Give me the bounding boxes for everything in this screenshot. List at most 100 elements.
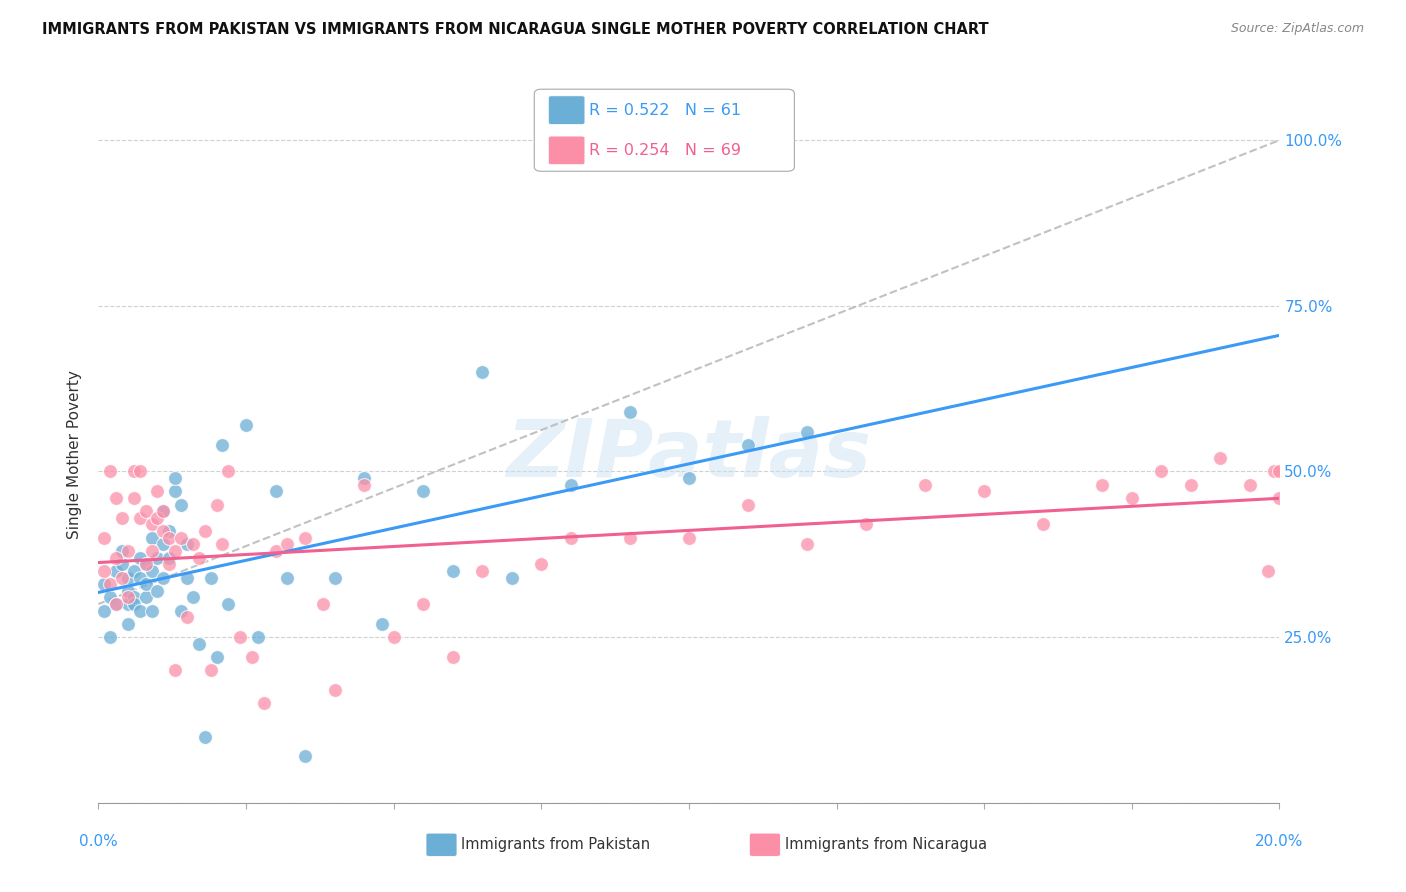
Point — [264, 484, 287, 499]
Point — [122, 591, 145, 605]
Point — [141, 517, 163, 532]
Point — [165, 484, 187, 499]
Point — [135, 577, 157, 591]
Point — [128, 511, 150, 525]
Point — [441, 564, 464, 578]
Point — [117, 597, 139, 611]
Point — [1209, 451, 1232, 466]
Point — [157, 524, 180, 538]
Point — [205, 650, 228, 665]
Point — [105, 491, 128, 505]
Point — [737, 438, 759, 452]
Point — [181, 591, 204, 605]
Point — [157, 531, 180, 545]
Point — [229, 630, 252, 644]
Point — [678, 531, 700, 545]
Point — [1180, 477, 1202, 491]
Point — [1263, 465, 1285, 479]
Point — [152, 504, 174, 518]
Point — [93, 531, 115, 545]
Point — [135, 558, 157, 572]
Point — [1268, 491, 1291, 505]
Point — [122, 491, 145, 505]
Point — [176, 537, 198, 551]
Point — [312, 597, 335, 611]
Point — [93, 604, 115, 618]
Point — [135, 504, 157, 518]
Text: Immigrants from Nicaragua: Immigrants from Nicaragua — [785, 838, 987, 852]
Point — [117, 616, 139, 631]
Text: ZIPatlas: ZIPatlas — [506, 416, 872, 494]
Point — [1239, 477, 1261, 491]
Point — [205, 498, 228, 512]
Point — [141, 544, 163, 558]
Point — [194, 730, 217, 744]
Point — [294, 749, 316, 764]
Point — [619, 531, 641, 545]
Point — [187, 637, 209, 651]
Point — [412, 484, 434, 499]
Point — [157, 550, 180, 565]
Point — [141, 531, 163, 545]
Point — [122, 597, 145, 611]
Point — [353, 477, 375, 491]
Point — [98, 577, 121, 591]
Point — [105, 550, 128, 565]
Point — [146, 511, 169, 525]
Point — [973, 484, 995, 499]
Point — [187, 550, 209, 565]
Point — [111, 511, 134, 525]
Point — [194, 524, 217, 538]
Point — [619, 405, 641, 419]
Point — [157, 558, 180, 572]
Point — [141, 564, 163, 578]
Point — [530, 558, 553, 572]
Point — [441, 650, 464, 665]
Point — [560, 531, 582, 545]
Point — [165, 663, 187, 677]
Point — [152, 504, 174, 518]
Point — [200, 663, 222, 677]
Point — [1121, 491, 1143, 505]
Point — [276, 537, 298, 551]
Point — [855, 517, 877, 532]
Point — [98, 630, 121, 644]
Point — [111, 558, 134, 572]
Point — [1150, 465, 1173, 479]
Point — [560, 477, 582, 491]
Text: 20.0%: 20.0% — [1256, 834, 1303, 849]
Point — [1268, 465, 1291, 479]
Point — [152, 524, 174, 538]
Point — [294, 531, 316, 545]
Point — [128, 570, 150, 584]
Point — [117, 583, 139, 598]
Point — [105, 597, 128, 611]
Point — [211, 438, 233, 452]
Point — [240, 650, 263, 665]
Point — [128, 465, 150, 479]
Point — [135, 591, 157, 605]
Point — [170, 604, 193, 618]
Point — [128, 550, 150, 565]
Point — [323, 683, 346, 698]
Point — [796, 425, 818, 439]
Point — [211, 537, 233, 551]
Point — [93, 577, 115, 591]
Point — [200, 570, 222, 584]
Point — [1091, 477, 1114, 491]
Point — [253, 697, 276, 711]
Point — [353, 471, 375, 485]
Point — [105, 564, 128, 578]
Point — [471, 564, 494, 578]
Text: Immigrants from Pakistan: Immigrants from Pakistan — [461, 838, 651, 852]
Point — [796, 537, 818, 551]
Point — [276, 570, 298, 584]
Point — [128, 604, 150, 618]
Point — [111, 544, 134, 558]
Point — [1032, 517, 1054, 532]
Point — [678, 471, 700, 485]
Y-axis label: Single Mother Poverty: Single Mother Poverty — [67, 370, 83, 540]
Point — [141, 604, 163, 618]
Point — [111, 570, 134, 584]
Point — [117, 544, 139, 558]
